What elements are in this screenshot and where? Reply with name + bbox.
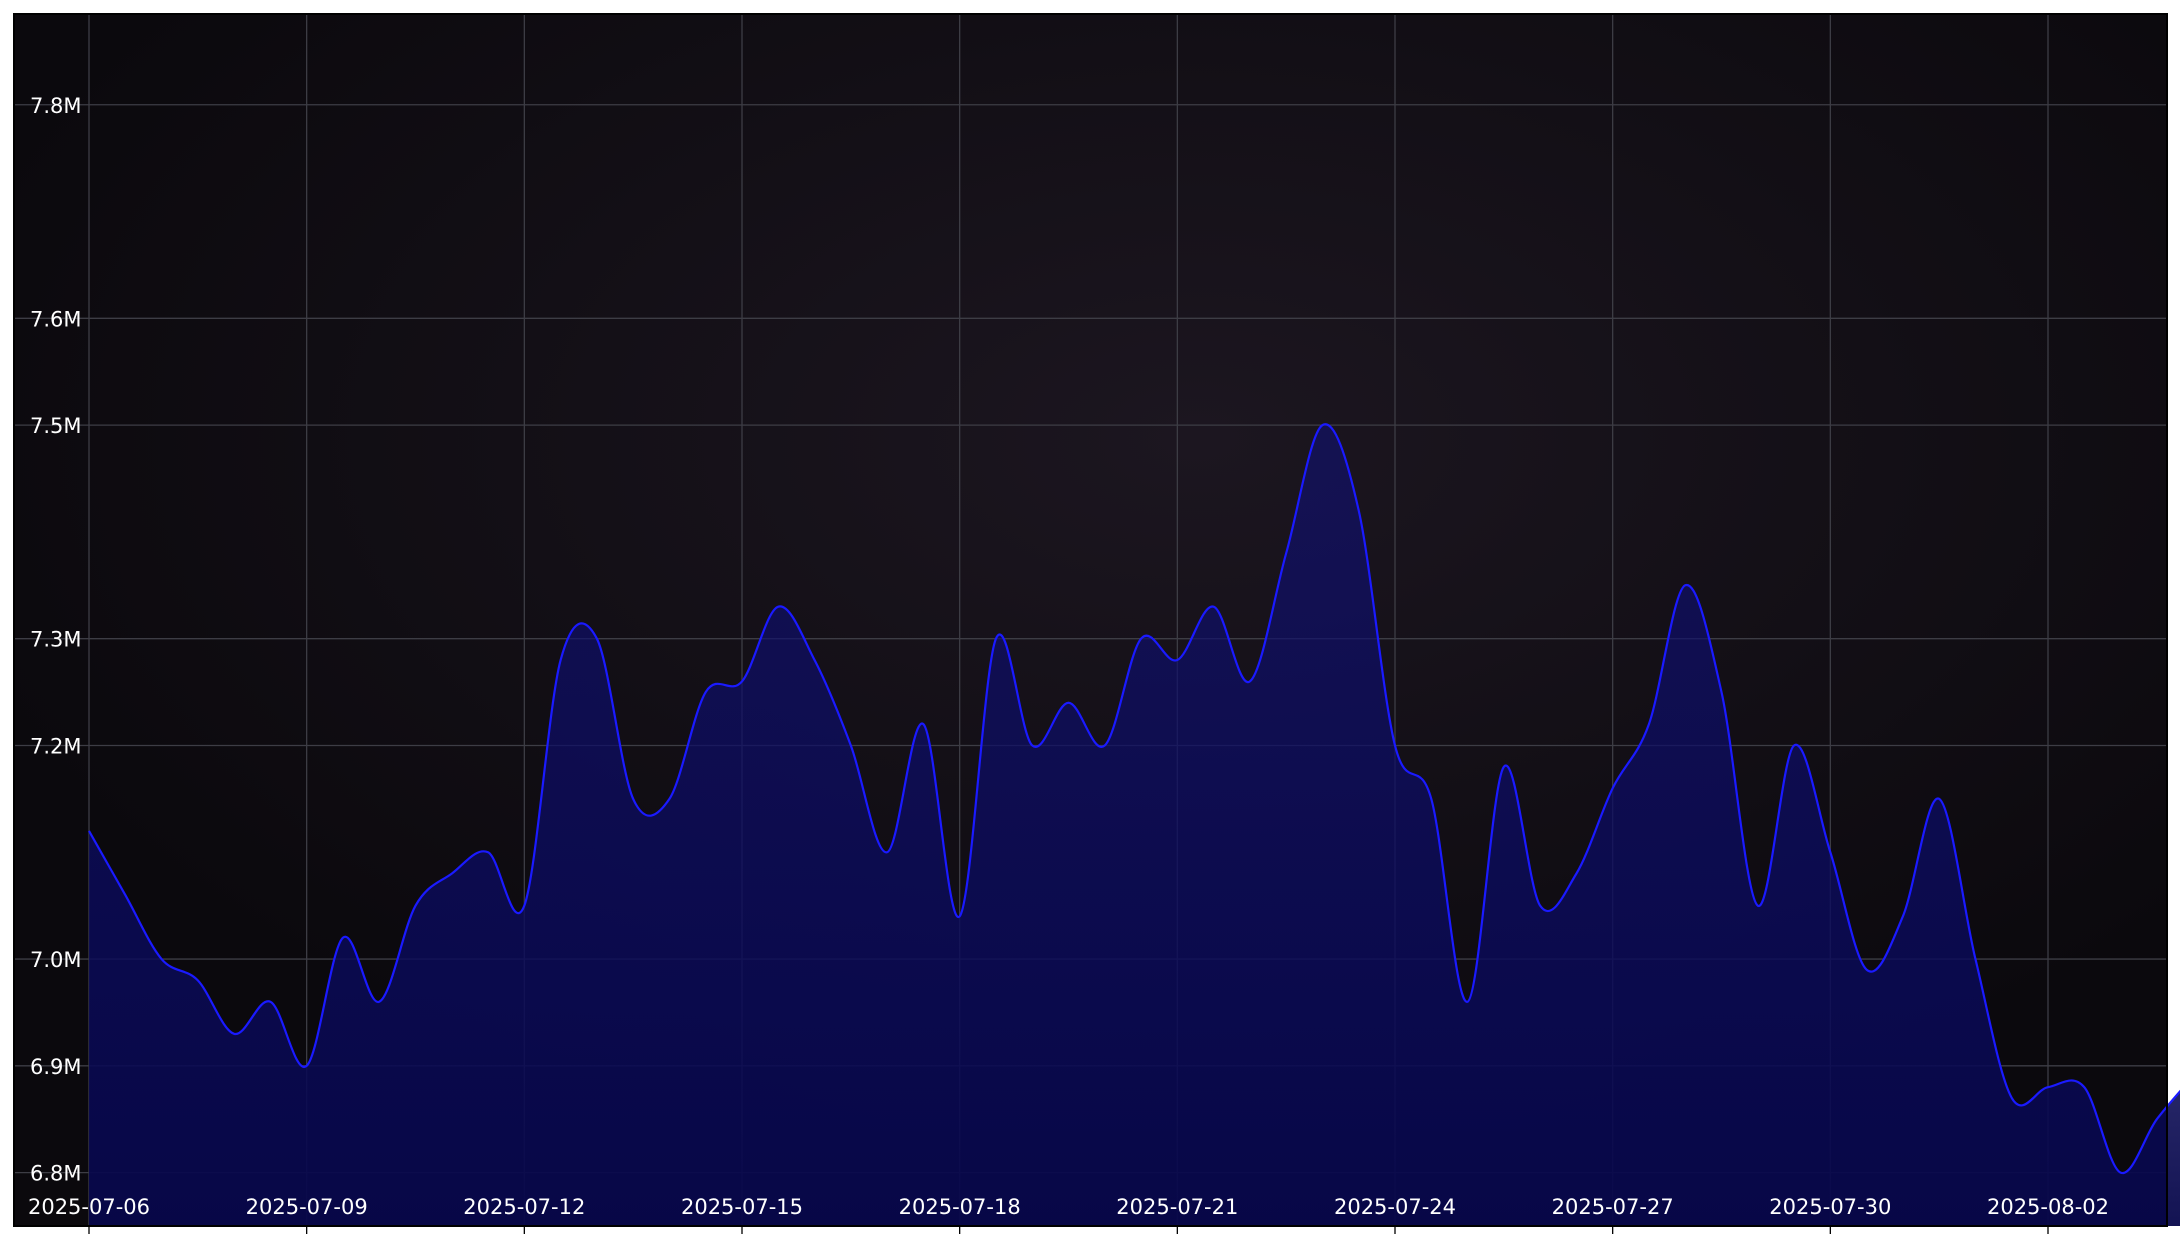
y-tick-label: 7.0M xyxy=(30,948,82,972)
x-tick-label: 2025-07-21 xyxy=(1116,1195,1238,1219)
x-tick-label: 2025-07-09 xyxy=(246,1195,368,1219)
y-tick-label: 7.2M xyxy=(30,734,82,758)
y-tick-label: 7.5M xyxy=(30,414,82,438)
y-tick-label: 6.8M xyxy=(30,1162,82,1186)
x-tick-label: 2025-08-02 xyxy=(1987,1195,2109,1219)
x-tick-label: 2025-07-06 xyxy=(28,1195,150,1219)
x-tick-label: 2025-07-12 xyxy=(463,1195,585,1219)
x-tick-label: 2025-07-30 xyxy=(1769,1195,1891,1219)
x-tick-label: 2025-07-15 xyxy=(681,1195,803,1219)
x-tick-label: 2025-07-24 xyxy=(1334,1195,1456,1219)
y-tick-label: 7.8M xyxy=(30,94,82,118)
x-tick-label: 2025-07-27 xyxy=(1552,1195,1674,1219)
x-tick-label: 2025-07-18 xyxy=(899,1195,1021,1219)
y-tick-label: 7.3M xyxy=(30,628,82,652)
y-tick-label: 7.6M xyxy=(30,307,82,331)
y-tick-label: 6.9M xyxy=(30,1055,82,1079)
